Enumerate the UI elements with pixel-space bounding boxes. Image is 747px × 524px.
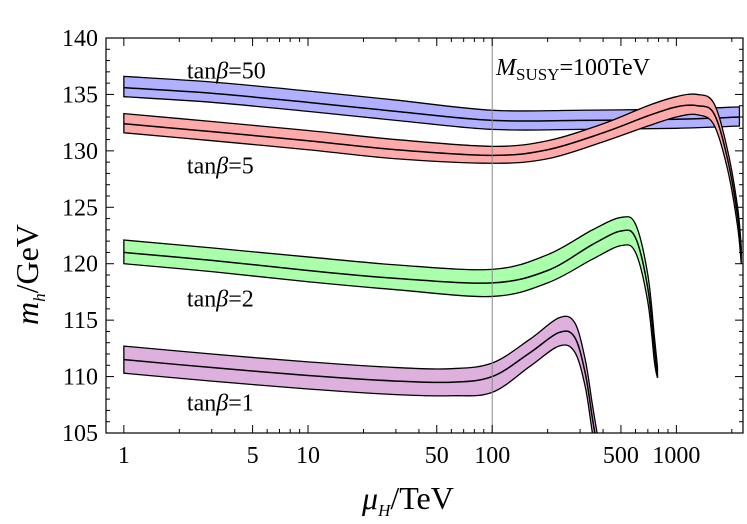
band-tanbeta-50	[123, 75, 741, 131]
series-labels: tanβ=50 tanβ=5 tanβ=2 tanβ=1	[187, 59, 266, 417]
x-tick-label: 5	[247, 443, 259, 469]
x-tick-label: 1000	[652, 443, 700, 469]
central-line-tanbeta-1	[123, 330, 596, 433]
y-tick-label: 110	[63, 365, 98, 391]
y-tick-label: 115	[63, 308, 98, 334]
y-tick-label: 105	[62, 421, 98, 447]
x-axis-title: μH/TeV	[361, 480, 454, 520]
label-tanbeta-2: tanβ=2	[187, 287, 254, 313]
x-tick-label: 1	[118, 443, 130, 469]
y-axis-title: mh/GeV	[9, 224, 49, 325]
central-line-tanbeta-5	[123, 104, 742, 255]
y-tick-label: 135	[62, 82, 98, 108]
y-tick-label: 120	[62, 252, 98, 278]
x-tick-label: 100	[474, 443, 510, 469]
x-tick-label: 10	[296, 443, 320, 469]
msusy-annotation: MSUSY=100TeV	[495, 55, 651, 84]
label-tanbeta-1: tanβ=1	[187, 390, 254, 416]
y-tick-label: 140	[62, 26, 98, 52]
x-tick-label: 50	[425, 443, 449, 469]
label-tanbeta-50: tanβ=50	[187, 59, 266, 85]
central-line-tanbeta-2	[123, 229, 659, 378]
plot-area	[123, 75, 742, 433]
axis-ticks: 1 5 10 50 100 500 1000 105 110 115 120 125 130 135 140	[62, 26, 743, 469]
y-tick-label: 125	[62, 195, 98, 221]
band-tanbeta-1	[123, 315, 598, 433]
x-tick-label: 500	[603, 443, 639, 469]
label-tanbeta-5: tanβ=5	[187, 153, 254, 179]
plot-frame	[105, 37, 744, 434]
y-tick-label: 130	[62, 139, 98, 165]
